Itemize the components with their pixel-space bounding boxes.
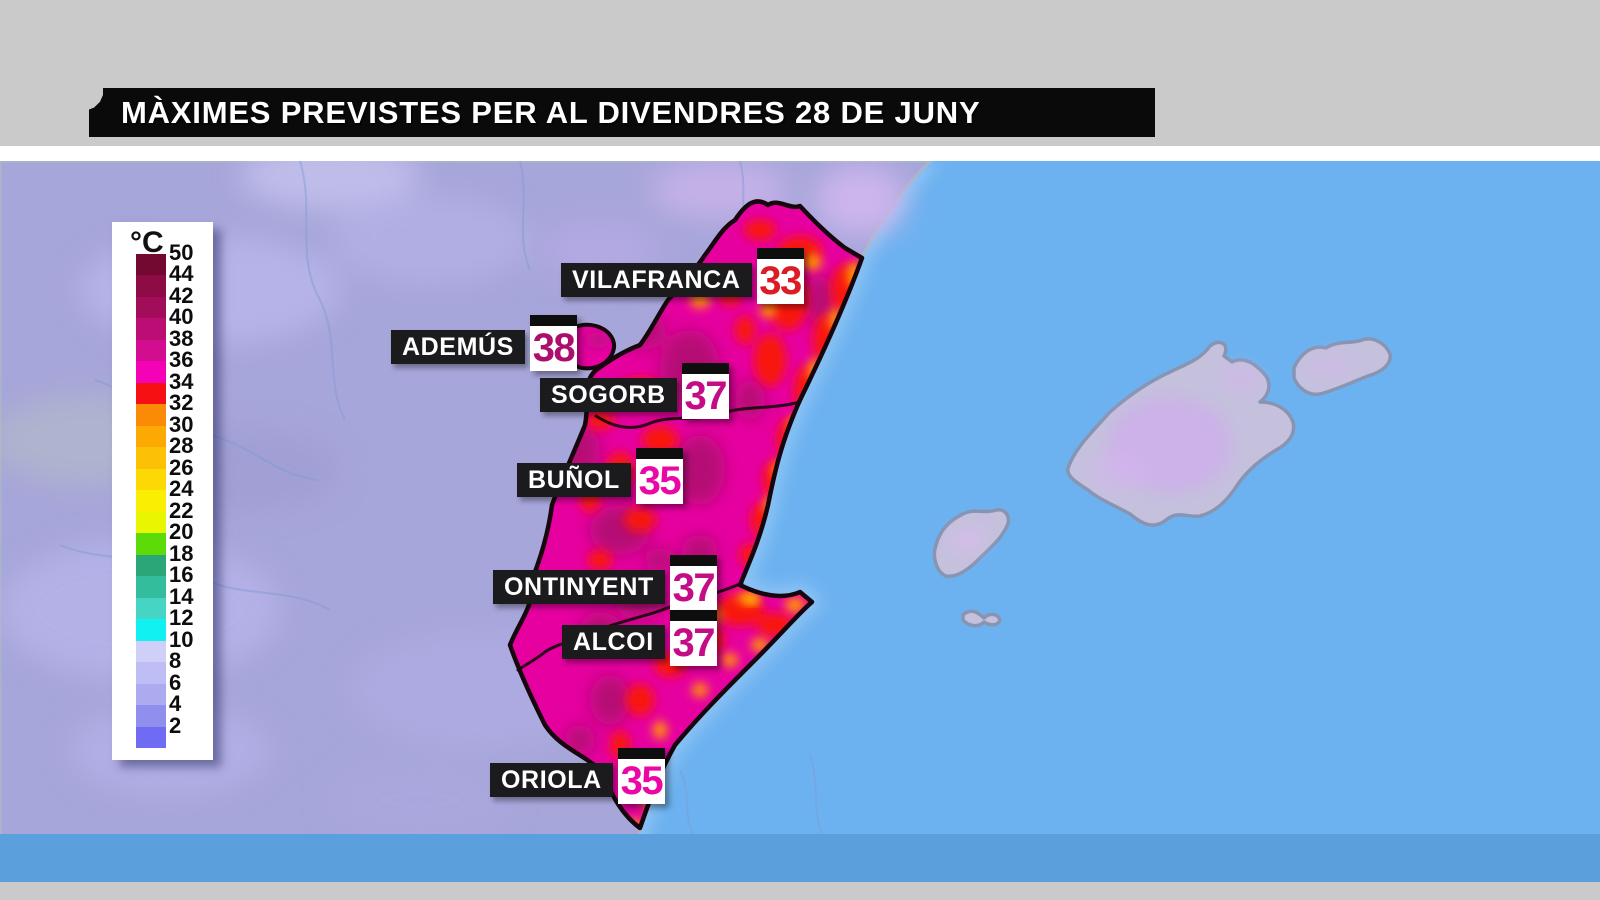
city-name-ademus: ADEMÚS	[391, 330, 525, 364]
bottom-band	[0, 834, 1600, 882]
city-marker-oriola: ORIOLA 35	[490, 748, 665, 804]
legend-tick-6: 6	[169, 669, 182, 695]
legend-tick-18: 18	[169, 540, 194, 566]
legend-tick-30: 30	[169, 411, 194, 437]
legend-tick-20: 20	[169, 519, 194, 545]
legend-band-30	[136, 425, 166, 448]
city-marker-ontinyent: ONTINYENT 37	[493, 555, 717, 611]
legend-band-50	[136, 254, 166, 276]
legend-band-40	[136, 318, 166, 340]
legend-tick-22: 22	[169, 497, 194, 523]
legend-tick-26: 26	[169, 454, 194, 480]
temp-box-top-bar	[617, 748, 665, 759]
city-marker-vilafranca: VILAFRANCA 33	[561, 248, 804, 304]
temp-box-top-bar	[635, 448, 683, 459]
legend-band-18	[136, 554, 166, 577]
legend-band-4	[136, 705, 166, 727]
temp-value-vilafranca: 33	[756, 259, 804, 304]
legend-unit-label: °C	[130, 226, 164, 259]
temp-value-oriola: 35	[617, 759, 665, 804]
legend-tick-14: 14	[169, 583, 194, 609]
city-name-bunol: BUÑOL	[517, 463, 631, 497]
city-marker-bunol: BUÑOL 35	[517, 448, 683, 504]
temp-value-bunol: 35	[635, 459, 683, 504]
legend-tick-16: 16	[169, 562, 194, 588]
city-name-ontinyent: ONTINYENT	[493, 570, 665, 604]
temp-box-ontinyent: 37	[669, 555, 717, 611]
title-bar: MÀXIMES PREVISTES PER AL DIVENDRES 28 DE…	[89, 88, 1155, 137]
temp-box-vilafranca: 33	[756, 248, 804, 304]
temp-box-ademus: 38	[529, 315, 577, 371]
temp-box-sogorb: 37	[681, 363, 729, 419]
legend-band-6	[136, 683, 166, 706]
temperature-map: °C 50 44 42 40 38 36 34 32 30 28 26 24 22 20 18 16 14 12 1…	[0, 161, 1600, 882]
temp-box-top-bar	[681, 363, 729, 374]
temperature-legend: °C 50 44 42 40 38 36 34 32 30 28 26 24 22 20 18 16 14 12 1…	[112, 222, 213, 760]
temp-value-sogorb: 37	[681, 374, 729, 419]
header-band: MÀXIMES PREVISTES PER AL DIVENDRES 28 DE…	[0, 0, 1600, 146]
legend-band-10	[136, 640, 166, 663]
legend-tick-10: 10	[169, 626, 194, 652]
temp-value-ademus: 38	[529, 326, 577, 371]
legend-band-24	[136, 490, 166, 512]
legend-band-14	[136, 597, 166, 620]
legend-tick-8: 8	[169, 648, 182, 674]
header-divider	[0, 146, 1600, 161]
legend-tick-12: 12	[169, 605, 194, 631]
page-title: MÀXIMES PREVISTES PER AL DIVENDRES 28 DE…	[121, 94, 981, 130]
temp-box-top-bar	[529, 315, 577, 326]
city-name-alcoi: ALCOI	[562, 625, 665, 659]
city-name-vilafranca: VILAFRANCA	[561, 263, 752, 297]
legend-band-28	[136, 447, 166, 469]
island-formentera	[961, 609, 1002, 628]
temp-box-top-bar	[669, 610, 717, 621]
temp-value-ontinyent: 37	[669, 566, 717, 611]
temp-box-oriola: 35	[617, 748, 665, 804]
legend-tick-24: 24	[169, 476, 194, 502]
temp-box-top-bar	[669, 555, 717, 566]
legend-tick-2: 2	[169, 712, 182, 738]
legend-tick-42: 42	[169, 283, 194, 309]
legend-tick-50: 50	[169, 240, 194, 266]
city-marker-alcoi: ALCOI 37	[562, 610, 717, 666]
city-marker-sogorb: SOGORB 37	[540, 363, 729, 419]
legend-band-44	[136, 275, 166, 297]
legend-band-22	[136, 511, 166, 534]
legend-tick-40: 40	[169, 304, 194, 330]
legend-band-2	[136, 726, 166, 749]
legend-tick-44: 44	[169, 261, 194, 287]
city-name-sogorb: SOGORB	[540, 378, 677, 412]
legend-band-38	[136, 339, 166, 362]
legend-tick-36: 36	[169, 347, 194, 373]
legend-tick-28: 28	[169, 433, 194, 459]
legend-band-32	[136, 404, 166, 426]
legend-band-42	[136, 296, 166, 319]
city-marker-ademus: ADEMÚS 38	[391, 315, 577, 371]
temp-box-top-bar	[756, 248, 804, 259]
legend-band-36	[136, 361, 166, 383]
legend-tick-34: 34	[169, 368, 194, 394]
legend-band-16	[136, 576, 166, 598]
legend-color-bar	[136, 254, 166, 749]
temp-box-bunol: 35	[635, 448, 683, 504]
island-texture	[952, 355, 1352, 552]
legend-tick-32: 32	[169, 390, 194, 416]
temp-value-alcoi: 37	[669, 621, 717, 666]
legend-tick-38: 38	[169, 326, 194, 352]
legend-band-34	[136, 382, 166, 405]
legend-band-12	[136, 619, 166, 641]
temp-box-alcoi: 37	[669, 610, 717, 666]
legend-band-8	[136, 662, 166, 684]
legend-band-20	[136, 533, 166, 555]
city-name-oriola: ORIOLA	[490, 763, 613, 797]
legend-band-26	[136, 468, 166, 491]
legend-tick-4: 4	[169, 691, 182, 717]
